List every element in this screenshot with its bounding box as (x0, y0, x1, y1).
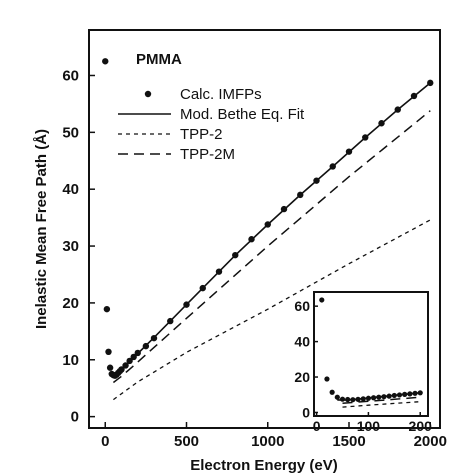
data-point (102, 58, 109, 65)
x-tick-label: 0 (313, 418, 321, 434)
y-tick-label: 40 (62, 181, 79, 198)
main-plot-frame (88, 29, 441, 429)
legend-label-bethe-fit: Mod. Bethe Eq. Fit (180, 106, 305, 123)
y-tick-label: 0 (302, 404, 310, 420)
y-tick-label: 50 (62, 124, 79, 141)
y-tick-label: 20 (294, 369, 310, 385)
series-line-short-dash (113, 219, 431, 401)
legend-label-tpp2m: TPP-2M (180, 146, 235, 163)
series-line-long-dash (342, 396, 421, 404)
y-tick-label: 40 (294, 334, 310, 350)
y-tick-label: 0 (71, 409, 79, 426)
legend: Calc. IMFPs Mod. Bethe Eq. Fit TPP-2 TPP… (118, 86, 305, 163)
series-line-solid (111, 82, 431, 378)
x-tick-label: 0 (101, 433, 109, 450)
x-tick-label: 1000 (251, 433, 284, 450)
x-tick-label: 2000 (414, 433, 447, 450)
x-tick-label: 500 (174, 433, 199, 450)
inset-series-layer (319, 297, 423, 408)
data-point (334, 394, 340, 400)
data-point (103, 305, 111, 313)
main-series-layer (102, 58, 434, 401)
data-point (324, 376, 330, 382)
data-point (339, 396, 346, 402)
series-line-short-dash (342, 401, 421, 408)
legend-label-tpp2: TPP-2 (180, 126, 223, 143)
y-tick-label: 20 (62, 295, 79, 312)
x-tick-label: 1500 (332, 433, 365, 450)
panel-title: PMMA (136, 51, 182, 68)
y-tick-label: 30 (62, 238, 79, 255)
x-axis-title: Electron Energy (eV) (190, 457, 338, 474)
y-tick-label: 60 (62, 67, 79, 84)
series-line-long-dash (112, 110, 431, 384)
y-tick-label: 10 (62, 352, 79, 369)
data-point (329, 389, 335, 395)
legend-label-calc-imfps: Calc. IMFPs (180, 86, 262, 103)
legend-marker-calc-imfps (144, 90, 152, 98)
data-point (319, 297, 325, 303)
y-tick-label: 60 (294, 298, 310, 314)
data-point (105, 348, 112, 356)
data-point (106, 364, 114, 371)
data-point (417, 390, 423, 396)
inset-axis-ticks: 0 100 200 0 20 40 60 (294, 298, 432, 434)
y-axis-title: Inelastic Mean Free Path (Å) (33, 129, 50, 329)
x-tick-label: 100 (357, 418, 381, 434)
series-line-solid (337, 392, 421, 401)
x-tick-label: 200 (409, 418, 433, 434)
